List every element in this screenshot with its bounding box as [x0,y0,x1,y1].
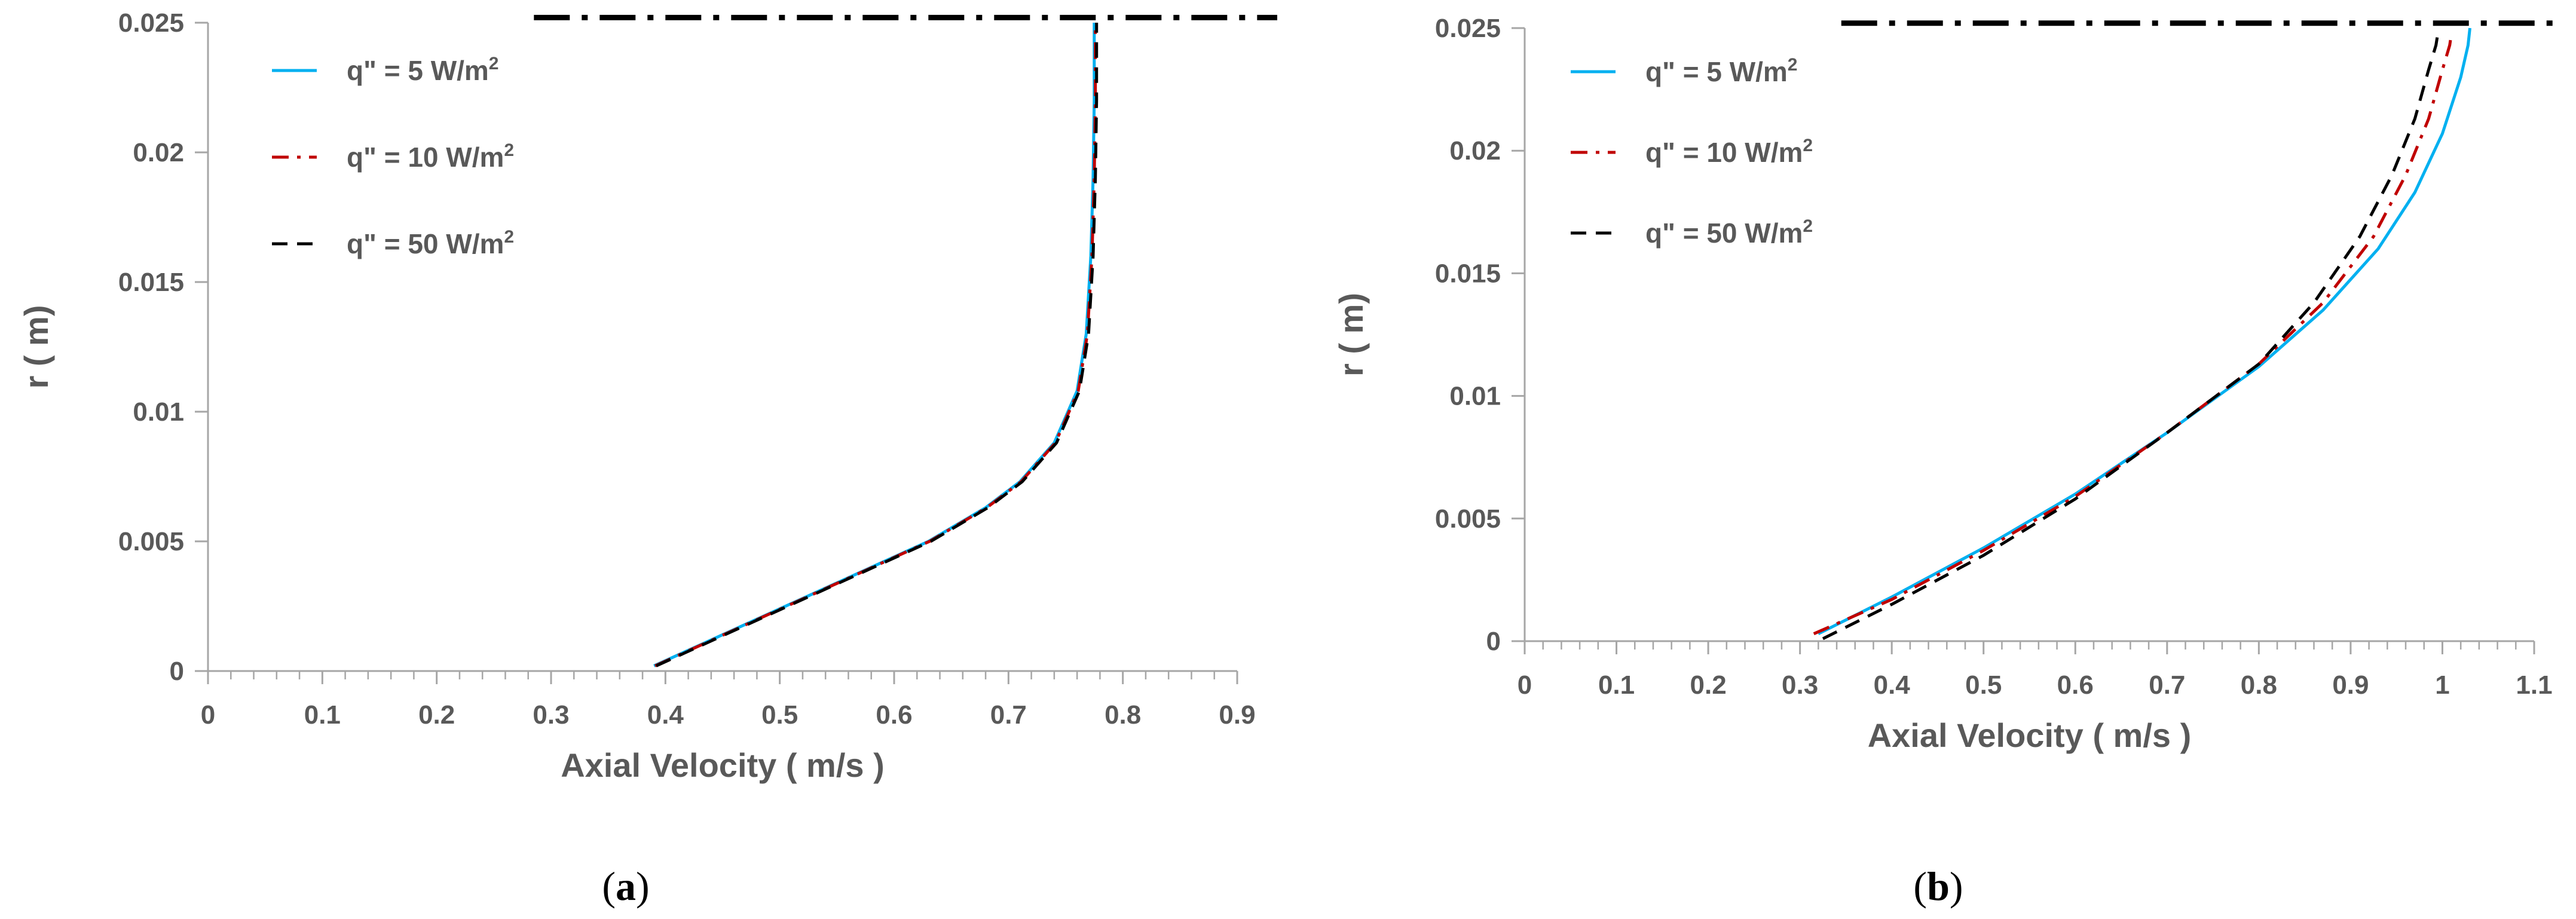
y-tick-label: 0.01 [1449,382,1501,411]
x-tick-label: 0.2 [1690,670,1727,700]
x-tick-label: 0.9 [1219,700,1255,730]
y-axis-title: r ( m) [17,305,55,389]
y-tick-label: 0.025 [118,8,184,38]
y-tick-label: 0.015 [1435,259,1501,288]
series-line-2 [1813,32,2453,635]
x-tick-label: 0.4 [1874,670,1911,700]
x-tick-label: 0.3 [1782,670,1818,700]
y-tick-label: 0 [1486,627,1501,656]
x-tick-label: 0.8 [2241,670,2277,700]
panel-b-chart: 0 0.1 0.2 0.3 0.4 0.5 0.6 0.7 0.8 0.9 1 1.1 0 0.005 0.… [1332,14,2562,754]
x-tick-label: 0.2 [418,700,455,730]
y-tick-label: 0.005 [1435,504,1501,534]
x-tick-label: 0.7 [2149,670,2185,700]
panel-a-label: (a) [602,863,649,909]
x-tick-label: 0.5 [761,700,798,730]
x-tick-label: 0.6 [2057,670,2094,700]
series-line-1 [1818,27,2471,635]
series-line-2 [654,23,1097,667]
x-tick-label: 0.3 [533,700,569,730]
y-tick-label: 0 [170,657,184,686]
series-line-3 [655,23,1099,667]
legend-label: q" = 50 W/m2 [1645,216,1813,249]
y-tick-label: 0.025 [1435,14,1501,43]
y-tick-label: 0.01 [133,397,184,427]
x-tick-label: 0.7 [990,700,1027,730]
x-tick-label: 0.9 [2332,670,2369,700]
x-tick-label: 1.1 [2516,670,2552,700]
x-tick-label: 0.1 [1598,670,1635,700]
y-tick-label: 0.005 [118,527,184,556]
y-tick-label: 0.02 [1449,136,1501,166]
y-tick-label: 0.02 [133,138,184,167]
legend-label: q" = 10 W/m2 [1645,136,1813,168]
y-tick-label: 0.015 [118,268,184,297]
y-axis-title: r ( m) [1332,293,1370,376]
series-line-3 [1822,27,2440,641]
x-tick-label: 0.5 [1965,670,2002,700]
x-axis-title: Axial Velocity ( m/s ) [1868,716,2192,754]
x-tick-label: 0.8 [1105,700,1141,730]
legend-label: q" = 5 W/m2 [1645,55,1797,87]
x-tick-label: 0.4 [647,700,684,730]
legend-label: q" = 50 W/m2 [347,227,514,259]
panel-a-chart: 0 0.1 0.2 0.3 0.4 0.5 0.6 0.7 0.8 0.9 0 0.005 0.01 0.… [17,8,1277,784]
series-line-1 [653,23,1096,667]
x-axis-title: Axial Velocity ( m/s ) [561,746,885,784]
x-tick-label: 0 [1518,670,1532,700]
x-tick-label: 0.6 [876,700,912,730]
legend-label: q" = 10 W/m2 [347,140,514,173]
x-tick-label: 0.1 [304,700,341,730]
legend-label: q" = 5 W/m2 [347,54,498,86]
x-tick-label: 0 [201,700,215,730]
x-tick-label: 1 [2435,670,2449,700]
panel-b-label: (b) [1913,863,1963,909]
